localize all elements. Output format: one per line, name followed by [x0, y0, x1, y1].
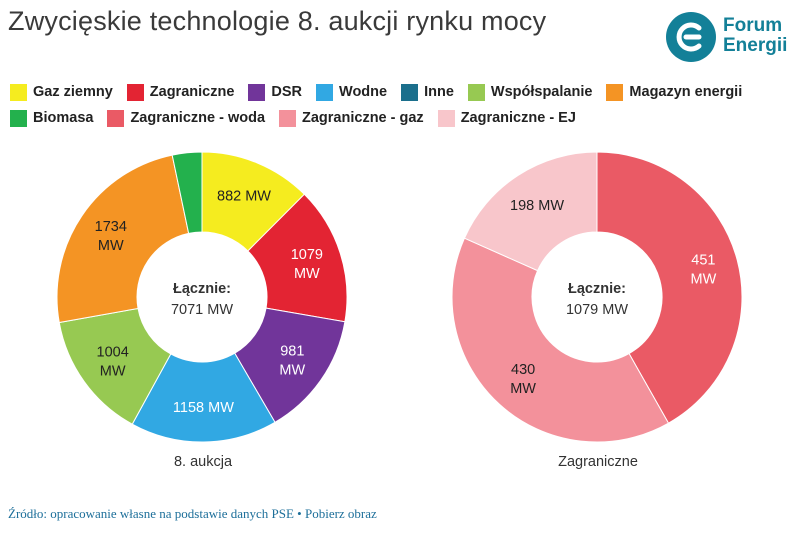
chart-title: Zwycięskie technologie 8. aukcji rynku m…	[8, 6, 547, 36]
slice-value-label: 451 MW	[690, 252, 716, 287]
legend-label: Wodne	[339, 84, 388, 100]
legend-swatch	[248, 83, 266, 101]
legend-swatch	[10, 83, 27, 101]
legend-row: Gaz ziemny Zagraniczne DSR Wodne Inne Współsp…	[10, 80, 790, 104]
slice-value-label: 430 MW	[510, 362, 536, 397]
legend-swatch	[279, 109, 297, 127]
legend-label: Współspalanie	[490, 84, 593, 100]
legend: Gaz ziemny Zagraniczne DSR Wodne Inne Współsp…	[10, 80, 790, 132]
charts-area: 882 MW 1079 MW 981 MW 1158 MW 1004 MW 1734 MW Łącz…	[0, 145, 800, 475]
legend-label: Magazyn energii	[629, 84, 743, 100]
slice-value-label: 1158 MW	[173, 400, 234, 416]
legend-row: Biomasa Zagraniczne - woda Zagraniczne - g…	[10, 106, 790, 130]
donut-center-value: 1079 MW	[566, 302, 628, 318]
legend-item: DSR	[248, 83, 303, 101]
slice-value-label: 198 MW	[510, 198, 564, 214]
slice-value-label: 1004 MW	[97, 345, 129, 380]
source-note[interactable]: Źródło: opracowanie własne na podstawie …	[8, 506, 377, 521]
forum-energii-logo-icon	[666, 12, 716, 62]
legend-label: Zagraniczne - gaz	[302, 110, 424, 126]
legend-swatch	[107, 109, 125, 127]
legend-swatch	[126, 83, 144, 101]
legend-item: Zagraniczne - woda	[107, 109, 266, 127]
donut-slice	[596, 151, 743, 424]
legend-item: Zagraniczne	[126, 83, 235, 101]
donut-slice	[131, 352, 276, 443]
logo-text-line2: Energii	[723, 35, 788, 56]
legend-label: Zagraniczne - EJ	[460, 110, 576, 126]
legend-item: Gaz ziemny	[10, 83, 113, 101]
donut-slice	[171, 151, 203, 234]
legend-item: Magazyn energii	[606, 83, 743, 101]
legend-swatch	[401, 83, 419, 101]
chart-caption-8-aukcja: 8. aukcja	[173, 454, 233, 470]
legend-item: Zagraniczne - gaz	[279, 109, 424, 127]
donut-slice	[451, 237, 670, 443]
donut-chart-zagraniczne: 451 MW 430 MW 198 MW Łącznie: 1079 MW	[451, 151, 743, 443]
legend-label: DSR	[271, 84, 303, 100]
legend-swatch	[316, 83, 334, 101]
legend-label: Inne	[424, 84, 454, 100]
donut-center-value: 7071 MW	[171, 302, 233, 318]
legend-swatch	[437, 109, 455, 127]
legend-item: Inne	[401, 83, 454, 101]
legend-item: Zagraniczne - EJ	[437, 109, 576, 127]
forum-energii-logo: Forum Energii	[666, 12, 796, 62]
legend-swatch	[467, 83, 485, 101]
legend-label: Biomasa	[33, 110, 94, 126]
legend-item: Współspalanie	[467, 83, 593, 101]
logo-wordmark: Forum Energii	[723, 16, 787, 56]
slice-value-label: 981 MW	[279, 343, 305, 378]
slice-value-label: 1734 MW	[95, 219, 127, 254]
donut-center-label: Łącznie:	[568, 281, 626, 297]
slice-value-label: 882 MW	[217, 188, 271, 204]
legend-item: Wodne	[316, 83, 388, 101]
legend-label: Zagraniczne	[149, 84, 235, 100]
slice-value-label: 1079 MW	[291, 247, 323, 282]
legend-item: Biomasa	[10, 109, 94, 127]
legend-swatch	[606, 83, 624, 101]
donut-center-label: Łącznie:	[173, 281, 231, 297]
legend-label: Gaz ziemny	[33, 84, 113, 100]
donut-chart-8-aukcja: 882 MW 1079 MW 981 MW 1158 MW 1004 MW 1734 MW Łącz…	[56, 151, 348, 443]
legend-label: Zagraniczne - woda	[130, 110, 266, 126]
donut-slice	[56, 154, 190, 324]
logo-text-line1: Forum	[723, 15, 783, 36]
legend-swatch	[10, 109, 27, 127]
chart-caption-zagraniczne: Zagraniczne	[558, 454, 638, 470]
donut-slice	[463, 151, 598, 272]
